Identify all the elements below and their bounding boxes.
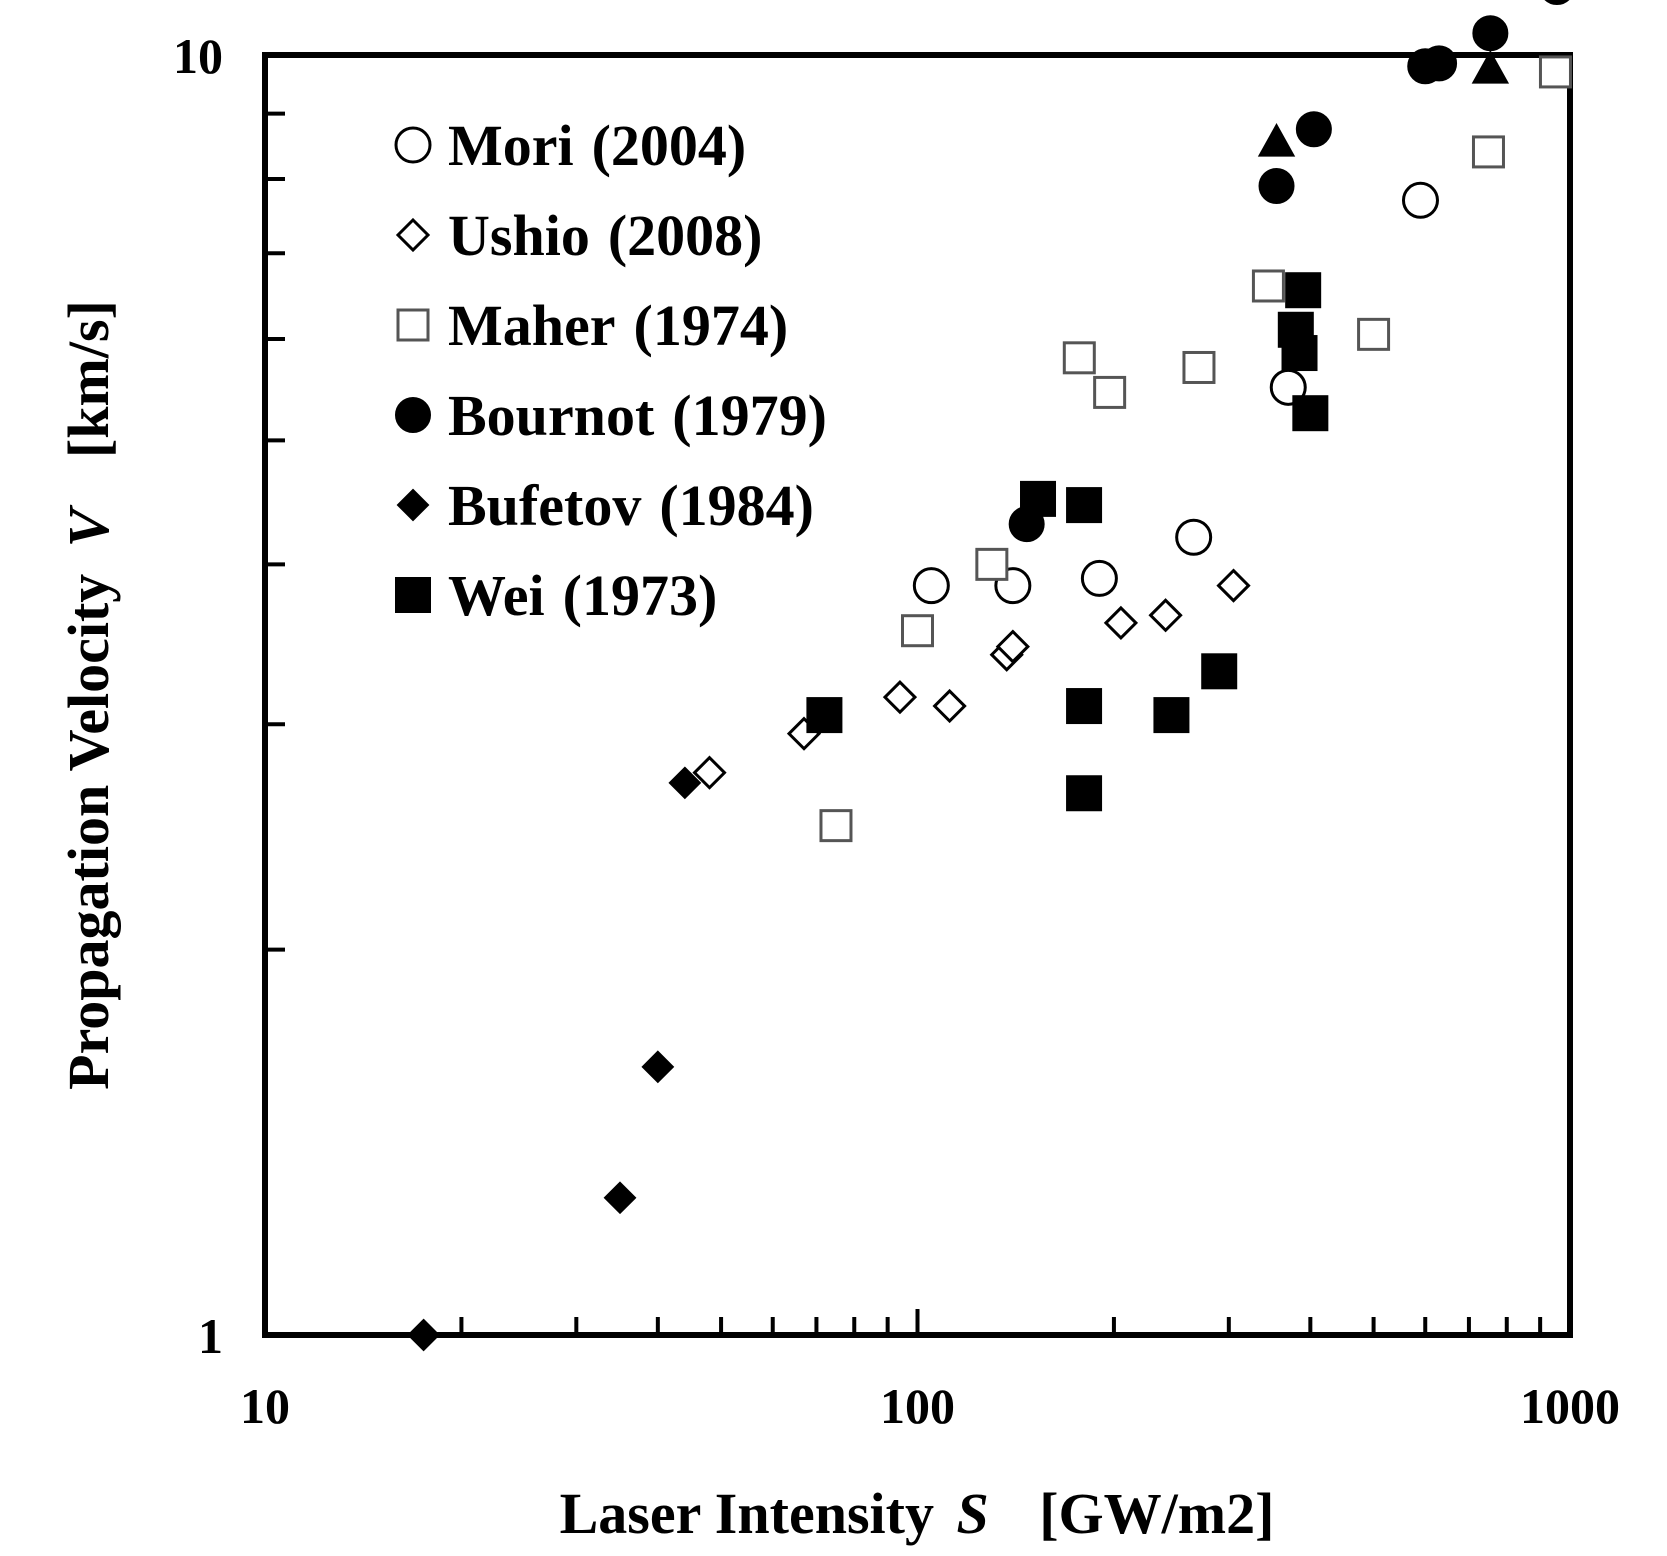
data-point-ushio	[882, 680, 918, 715]
x-tick-label: 10	[240, 1378, 290, 1434]
legend-series-name: Wei	[448, 563, 545, 628]
legend-series-year: (2004)	[592, 113, 747, 178]
data-point-wei	[1066, 487, 1103, 524]
data-point-bufetov	[603, 1181, 637, 1215]
series-wei	[806, 272, 1329, 812]
y-tick-label: 10	[173, 28, 223, 84]
data-point-maher	[1538, 55, 1572, 89]
legend-series-year: (1979)	[672, 383, 827, 448]
legend-marker-mori	[394, 126, 432, 164]
plot-frame	[262, 52, 1573, 1338]
data-point-maher	[1182, 350, 1216, 384]
data-point-bournot	[1472, 15, 1509, 52]
data-point-wei	[1020, 480, 1057, 517]
y-tick-label: 1	[198, 1308, 223, 1364]
legend-series-year: (2008)	[608, 203, 763, 268]
data-point-bufetov	[407, 1318, 440, 1352]
data-point-maher	[1471, 135, 1505, 169]
data-points-layer	[407, 0, 1572, 1352]
legend-series-year: (1984)	[659, 473, 814, 538]
legend-label-mori: Mori (2004)	[448, 113, 746, 178]
legend-label-ushio: Ushio (2008)	[448, 203, 762, 268]
legend-entry-wei: Wei (1973)	[395, 563, 717, 628]
legend-series-name: Mori	[448, 113, 574, 178]
data-point-mori	[1175, 518, 1213, 556]
x-axis-title-var: S	[956, 1481, 988, 1546]
data-point-bufetov	[641, 1050, 675, 1084]
data-point-mori	[1080, 559, 1118, 597]
data-point-maher	[1251, 269, 1285, 303]
legend-label-bournot: Bournot (1979)	[448, 383, 827, 448]
legend-label-bufetov: Bufetov (1984)	[448, 473, 814, 538]
data-point-maher	[819, 809, 853, 843]
data-point-ushio	[932, 688, 967, 724]
legend-marker-ushio	[395, 217, 431, 253]
series-ushio	[692, 568, 1251, 790]
legend-series-name: Bournot	[448, 383, 655, 448]
data-point-wei	[1201, 653, 1238, 690]
legend-label-maher: Maher (1974)	[448, 293, 788, 358]
x-tick-label: 1000	[1520, 1378, 1620, 1434]
legend-series-year: (1973)	[563, 563, 718, 628]
data-point-maher	[901, 614, 934, 648]
data-point-ushio	[692, 755, 727, 790]
data-point-triangle	[1471, 50, 1510, 84]
data-point-wei	[1066, 775, 1103, 812]
data-point-wei	[806, 697, 843, 734]
tick-labels-layer: 10 100 1000 1 10	[173, 28, 1620, 1434]
x-tick-label: 100	[880, 1378, 955, 1434]
legend-entry-mori: Mori (2004)	[394, 113, 746, 178]
series-maher	[819, 55, 1572, 843]
x-axis-title: Laser Intensity S [GW/m2]	[560, 1481, 1275, 1546]
data-point-mori	[1401, 181, 1439, 219]
y-axis-title-unit: [km/s]	[56, 300, 121, 458]
series-mori	[912, 181, 1439, 605]
legend-marker-bournot	[395, 397, 431, 433]
data-point-maher	[1093, 375, 1127, 409]
data-point-maher	[975, 547, 1009, 581]
legend-entry-ushio: Ushio (2008)	[395, 203, 762, 268]
series-triangle-markers	[1257, 50, 1510, 157]
data-point-mori	[912, 567, 950, 605]
data-point-ushio	[1216, 568, 1251, 603]
legend-marker-wei	[395, 577, 431, 613]
legend: Mori (2004)Ushio (2008)Maher (1974)Bournot(…	[394, 113, 827, 628]
data-point-maher	[1062, 341, 1096, 375]
x-axis-title-text: Laser Intensity	[560, 1481, 934, 1546]
data-point-ushio	[1148, 598, 1183, 633]
data-point-wei	[1292, 395, 1329, 432]
data-point-wei	[1153, 697, 1190, 734]
legend-entry-maher: Maher (1974)	[396, 293, 788, 358]
data-point-bufetov	[668, 766, 702, 800]
data-point-maher	[1357, 317, 1391, 351]
data-point-wei	[1066, 688, 1103, 725]
data-point-bournot	[1258, 168, 1295, 205]
series-bufetov	[407, 766, 702, 1352]
y-axis-title-text: Propagation Velocity	[56, 574, 121, 1090]
legend-series-year: (1974)	[634, 293, 789, 358]
data-point-wei	[1281, 335, 1318, 372]
y-axis-title: Propagation Velocity V [km/s]	[56, 300, 121, 1090]
legend-marker-bufetov	[396, 488, 430, 522]
legend-marker-maher	[396, 308, 430, 342]
data-point-bournot	[1295, 111, 1332, 148]
data-point-triangle	[1257, 123, 1296, 157]
legend-label-wei: Wei (1973)	[448, 563, 717, 628]
legend-series-name: Bufetov	[448, 473, 641, 538]
legend-entry-bufetov: Bufetov (1984)	[396, 473, 814, 538]
data-point-bournot	[1421, 45, 1458, 82]
data-point-wei	[1285, 272, 1322, 309]
legend-entry-bournot: Bournot (1979)	[395, 383, 827, 448]
y-axis-title-var: V	[56, 504, 121, 547]
data-point-ushio	[1103, 605, 1139, 641]
data-point-ushio	[995, 629, 1030, 664]
data-point-bournot	[1544, 0, 1570, 6]
legend-series-name: Ushio	[448, 203, 590, 268]
x-axis-title-unit: [GW/m2]	[1039, 1481, 1274, 1546]
legend-series-name: Maher	[448, 293, 616, 358]
